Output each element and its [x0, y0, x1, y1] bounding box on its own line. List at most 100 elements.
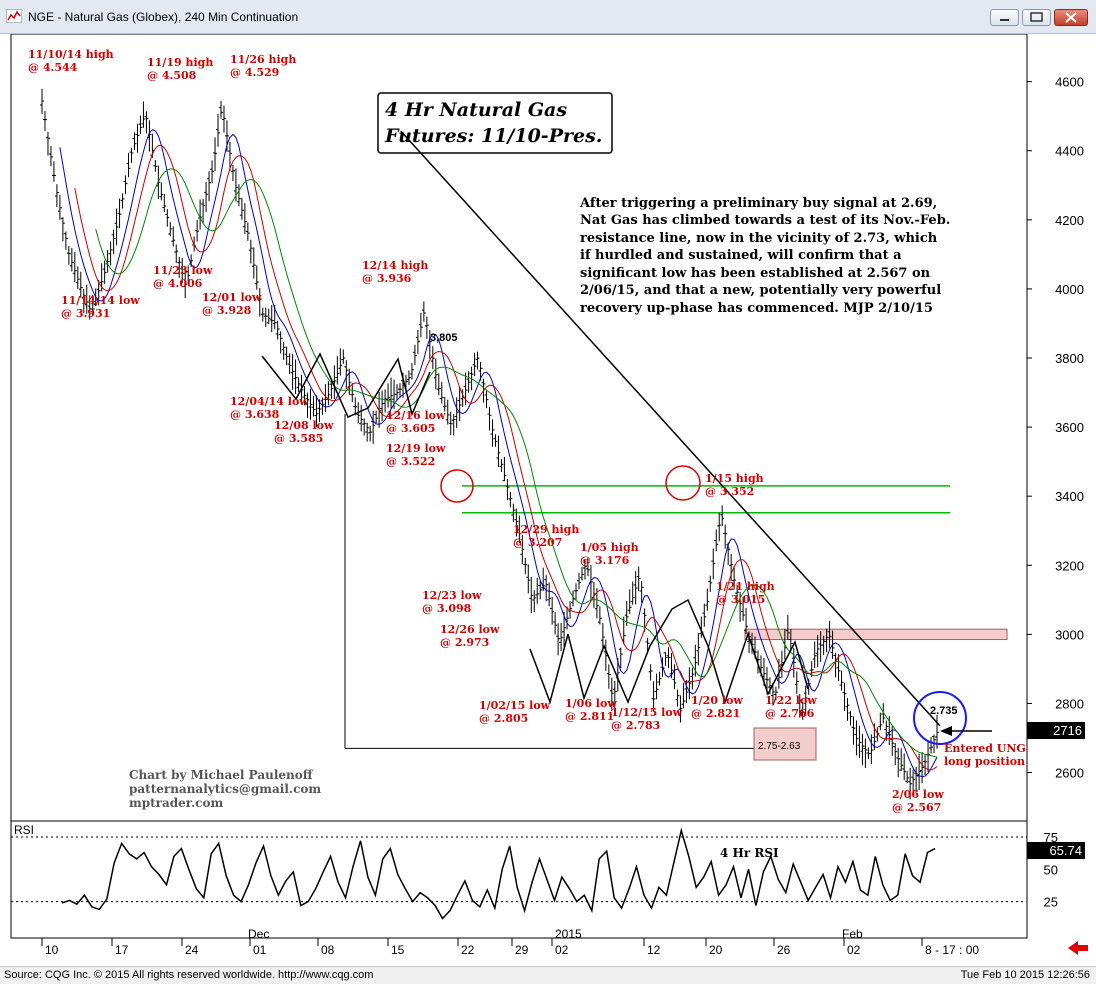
- close-button[interactable]: [1054, 9, 1088, 26]
- price-annotation: 12/19 low: [386, 442, 446, 455]
- price-annotation: Entered UNG: [944, 742, 1026, 755]
- commentary-line: significant low has been established at …: [580, 266, 931, 281]
- x-tick-label: 22: [461, 943, 475, 957]
- x-tick-label: 24: [185, 943, 199, 957]
- scroll-right-icon[interactable]: [1068, 941, 1088, 955]
- y-tick-label: 2600: [1055, 766, 1084, 781]
- price-annotation: @ 3.352: [705, 485, 754, 498]
- price-annotation: 1/15 high: [705, 472, 764, 485]
- rsi-last-tag: 65.74: [1027, 842, 1085, 859]
- y-tick-label: 3400: [1055, 489, 1084, 504]
- x-tick-label: 8 - 17 : 00: [925, 943, 979, 957]
- rsi-line: [61, 827, 936, 920]
- price-annotation: @ 2.821: [691, 707, 740, 720]
- price-annotation: @ 3.638: [230, 408, 280, 421]
- y-tick-label: 2800: [1055, 696, 1084, 711]
- price-annotation: @ 3.585: [274, 432, 323, 445]
- price-annotation: 12/16 low: [386, 409, 446, 422]
- price-annotation: @ 3.605: [386, 422, 435, 435]
- price-annotation: 11/19 high: [147, 56, 213, 69]
- x-tick-label: 17: [115, 943, 129, 957]
- chart-title-line1: 4 Hr Natural Gas: [385, 99, 567, 121]
- price-annotation: 12/29 high: [513, 523, 579, 536]
- price-annotation: 12/01 low: [202, 291, 262, 304]
- chart-title-box: 4 Hr Natural Gas Futures: 11/10-Pres.: [377, 92, 613, 154]
- price-annotation: 1/21 high: [716, 580, 775, 593]
- pattern-line: [529, 598, 809, 705]
- resistance-trend-line: [400, 130, 941, 727]
- commentary-block: After triggering a preliminary buy signa…: [579, 196, 950, 316]
- y-tick-label: 4200: [1055, 213, 1084, 228]
- price-annotation: @ 3.936: [362, 272, 412, 285]
- y-axis: 2600 2800 3000 3200 3400 3600 3800 4000 4200 4400…: [1027, 75, 1084, 781]
- price-annotation: @ 4.529: [230, 66, 279, 79]
- last-price-value: 2716: [1053, 723, 1082, 738]
- price-annotation: 11/23 low: [153, 264, 213, 277]
- maximize-icon: [1030, 12, 1043, 22]
- commentary-line: Nat Gas has climbed towards a test of it…: [580, 213, 950, 228]
- y-tick-label: 4600: [1055, 75, 1084, 90]
- price-annotation: @ 3.931: [61, 307, 110, 320]
- price-annotation: @ 3.522: [386, 455, 435, 468]
- commentary-line: After triggering a preliminary buy signa…: [579, 196, 937, 211]
- price-annotation: @ 2.783: [611, 719, 660, 732]
- rsi-tick-label: 25: [1044, 895, 1058, 910]
- footer-source: Source: CQG Inc. © 2015 All rights reser…: [4, 969, 374, 981]
- x-tick-label: 10: [45, 943, 59, 957]
- support-zone-label: 2.75-2.63: [758, 741, 801, 752]
- price-annotation: @ 2.766: [765, 707, 815, 720]
- x-tick-label: 12: [647, 943, 661, 957]
- price-zones: 2.75-2.63: [744, 628, 1008, 761]
- price-chart[interactable]: 2600 2800 3000 3200 3400 3600 3800 4000 4200 4400…: [0, 34, 1096, 966]
- support-zone: [753, 727, 817, 761]
- price-annotation: 12/14 high: [362, 259, 428, 272]
- x-tick-label: 01: [253, 943, 267, 957]
- y-tick-label: 4400: [1055, 144, 1084, 159]
- high-circle: [665, 465, 701, 501]
- price-annotation: @ 3.207: [513, 536, 562, 549]
- maximize-button[interactable]: [1022, 9, 1051, 26]
- y-tick-label: 3600: [1055, 420, 1084, 435]
- y-tick-label: 4000: [1055, 282, 1084, 297]
- x-tick-label: 02: [847, 943, 861, 957]
- price-annotation: @ 2.567: [892, 801, 941, 814]
- price-annotation: @ 3.098: [422, 602, 472, 615]
- price-annotation: 11/26 high: [230, 53, 296, 66]
- rsi-y-axis: 75 50 25: [11, 830, 1058, 910]
- window-title: NGE - Natural Gas (Globex), 240 Min Cont…: [28, 10, 299, 24]
- month-label: Feb: [842, 927, 863, 941]
- price-annotation: @ 3.015: [716, 593, 765, 606]
- chart-credits: Chart by Michael Paulenoff patternanalyt…: [129, 768, 321, 810]
- price-annotation: 12/08 low: [274, 419, 334, 432]
- chart-app-icon: [6, 9, 22, 23]
- moving-average-line: [95, 168, 938, 758]
- price-annotation: @ 4.544: [28, 61, 78, 74]
- x-tick-label: 15: [391, 943, 405, 957]
- last-price-tag: 2716: [1027, 722, 1085, 739]
- pattern-line: [261, 352, 431, 418]
- credit-email: patternanalytics@gmail.com: [129, 782, 321, 796]
- horizontal-levels: [344, 414, 950, 749]
- close-icon: [1065, 12, 1077, 23]
- target-circle: [913, 691, 967, 745]
- trend-lines: 2.735 3,805: [261, 130, 992, 745]
- commentary-line: 2/06/15, and that a new, potentially ver…: [580, 283, 941, 298]
- minimize-icon: [1000, 19, 1009, 21]
- minimize-button[interactable]: [990, 9, 1019, 26]
- x-tick-label: 02: [555, 943, 569, 957]
- commentary-line: if hurdled and sustained, will confirm t…: [580, 248, 902, 263]
- price-annotation: @ 3.176: [580, 554, 630, 567]
- entry-arrow-head: [940, 726, 952, 736]
- month-label: 2015: [555, 927, 582, 941]
- price-annotation: 12/23 low: [422, 589, 482, 602]
- price-annotation: 1/20 low: [691, 694, 743, 707]
- price-annotation: @ 2.973: [440, 636, 489, 649]
- target-label: 2.735: [930, 705, 958, 717]
- price-annotation: @ 3.928: [202, 304, 252, 317]
- status-footer: Source: CQG Inc. © 2015 All rights reser…: [0, 966, 1096, 984]
- credit-site: mptrader.com: [129, 796, 223, 810]
- price-annotation: 12/04/14 low: [230, 395, 309, 408]
- price-annotation: @ 4.006: [153, 277, 203, 290]
- moving-average-line: [74, 144, 938, 771]
- breakdown-circle: [440, 469, 474, 503]
